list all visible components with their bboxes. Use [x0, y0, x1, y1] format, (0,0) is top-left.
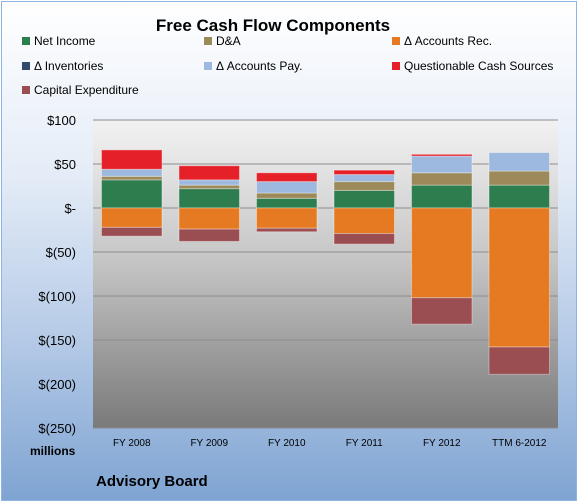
y-tick-label: $(150)	[38, 333, 76, 348]
y-tick-label: $-	[64, 201, 76, 216]
bar-net-income	[488, 184, 550, 209]
legend-swatch	[392, 37, 400, 45]
y-tick-label: $(200)	[38, 377, 76, 392]
bar-questionable-cash-sources	[411, 153, 473, 157]
bar-delta-accounts-pay	[178, 179, 240, 186]
y-tick-label: $(50)	[46, 245, 76, 260]
bar-questionable-cash-sources	[333, 169, 395, 176]
bar-delta-accounts-rec	[333, 207, 395, 235]
bar-danda	[256, 192, 318, 199]
bar-net-income	[256, 197, 318, 209]
legend-swatch	[22, 37, 30, 45]
legend-swatch	[204, 62, 212, 70]
legend-label: Δ Inventories	[34, 59, 103, 73]
footer-label: Advisory Board	[96, 473, 208, 490]
bar-questionable-cash-sources	[256, 172, 318, 183]
y-tick-label: $(250)	[38, 421, 76, 436]
bar-danda	[178, 184, 240, 190]
bar-capital-expenditure	[101, 226, 163, 237]
legend-label: Capital Expenditure	[34, 83, 139, 97]
y-tick-label: $100	[47, 113, 76, 128]
bar-net-income	[411, 184, 473, 209]
x-tick-label: FY 2009	[190, 438, 228, 449]
bar-capital-expenditure	[333, 233, 395, 245]
legend-swatch	[22, 86, 30, 94]
legend-label: Net Income	[34, 34, 96, 48]
bar-delta-accounts-pay	[256, 181, 318, 194]
y-axis-units-label: millions	[30, 444, 76, 458]
bar-questionable-cash-sources	[101, 149, 163, 170]
bar-delta-accounts-rec	[256, 207, 318, 229]
gridlines	[93, 119, 558, 429]
y-tick-labels: $100 $50 $- $(50) $(100) $(150) $(200) $(250)	[38, 113, 76, 436]
bar-delta-accounts-pay	[488, 152, 550, 172]
bar-delta-accounts-rec	[488, 207, 550, 348]
bar-capital-expenditure	[256, 227, 318, 233]
bar-delta-accounts-rec	[411, 207, 473, 299]
legend-label: Δ Accounts Rec.	[404, 34, 492, 48]
bars	[101, 149, 550, 375]
bar-danda	[488, 170, 550, 186]
legend-swatch	[204, 37, 212, 45]
legend-swatch	[392, 62, 400, 70]
y-tick-label: $50	[54, 157, 76, 172]
bar-net-income	[333, 189, 395, 209]
bar-danda	[411, 172, 473, 186]
legend-swatch	[22, 62, 30, 70]
bar-danda	[333, 181, 395, 191]
x-tick-labels: FY 2008 FY 2009 FY 2010 FY 2011 FY 2012 TTM 6…	[113, 438, 547, 449]
bar-delta-accounts-pay	[101, 168, 163, 177]
legend-label: Questionable Cash Sources	[404, 59, 553, 73]
bar-capital-expenditure	[178, 228, 240, 242]
plot-area	[93, 120, 558, 428]
bar-delta-accounts-rec	[101, 207, 163, 228]
legend-label: Δ Accounts Pay.	[216, 59, 303, 73]
bar-delta-accounts-pay	[333, 174, 395, 183]
x-tick-label: FY 2008	[113, 438, 151, 449]
chart-title: Free Cash Flow Components	[156, 16, 390, 35]
x-tick-label: FY 2011	[346, 438, 383, 449]
x-tick-label: FY 2012	[423, 438, 461, 449]
bar-capital-expenditure	[411, 297, 473, 325]
bar-danda	[101, 175, 163, 181]
bar-capital-expenditure	[488, 346, 550, 375]
x-tick-label: TTM 6-2012	[492, 438, 547, 449]
legend-label: D&A	[216, 34, 241, 48]
bar-net-income	[101, 179, 163, 209]
bar-delta-accounts-pay	[411, 155, 473, 174]
bar-questionable-cash-sources	[178, 165, 240, 181]
y-tick-label: $(100)	[38, 289, 76, 304]
x-tick-label: FY 2010	[268, 438, 306, 449]
bar-delta-accounts-rec	[178, 207, 240, 230]
legend: Net Income D&A Δ Accounts Rec. Δ Inventorie…	[22, 34, 553, 97]
bar-net-income	[178, 188, 240, 209]
